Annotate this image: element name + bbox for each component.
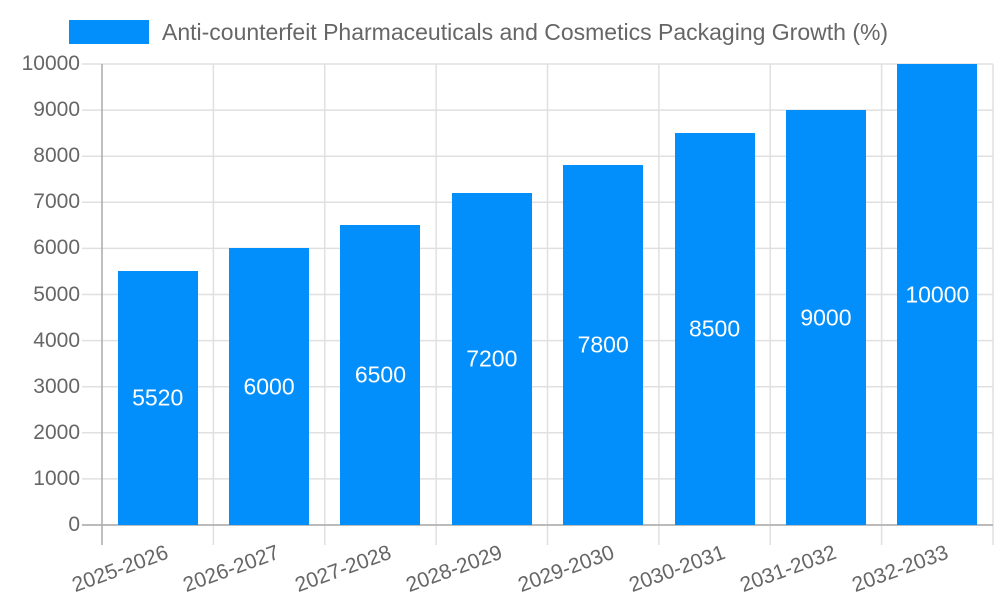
bar-value-label: 9000 — [800, 304, 852, 331]
y-tick: 6000 — [33, 236, 80, 260]
bar-value-label: 7800 — [577, 331, 629, 358]
legend-swatch — [69, 20, 149, 44]
bar[interactable] — [785, 110, 866, 525]
y-tick: 2000 — [33, 420, 80, 444]
y-tick: 4000 — [33, 328, 80, 352]
legend[interactable]: Anti-counterfeit Pharmaceuticals and Cos… — [69, 19, 888, 45]
bar[interactable] — [563, 165, 644, 525]
y-tick: 8000 — [33, 144, 80, 168]
y-tick: 7000 — [33, 190, 80, 214]
bar[interactable] — [451, 193, 532, 525]
y-tick: 3000 — [33, 374, 80, 398]
bar[interactable] — [340, 225, 421, 525]
bar-value-label: 6000 — [243, 373, 295, 400]
bar-value-label: 10000 — [905, 281, 970, 307]
y-tick: 10000 — [21, 52, 80, 75]
bar-value-label: 7200 — [466, 345, 518, 372]
bar-value-label: 5520 — [132, 384, 184, 411]
bar-value-label: 6500 — [354, 361, 407, 388]
y-tick: 5000 — [33, 282, 80, 306]
legend-label: Anti-counterfeit Pharmaceuticals and Cos… — [162, 18, 889, 45]
bar[interactable] — [674, 133, 755, 525]
y-tick: 0 — [68, 513, 80, 536]
bar[interactable] — [117, 270, 198, 525]
bar-value-label: 8500 — [688, 315, 741, 342]
bar[interactable] — [229, 248, 310, 525]
bar[interactable] — [897, 64, 978, 525]
y-tick: 1000 — [33, 466, 80, 490]
y-tick: 9000 — [33, 98, 80, 122]
